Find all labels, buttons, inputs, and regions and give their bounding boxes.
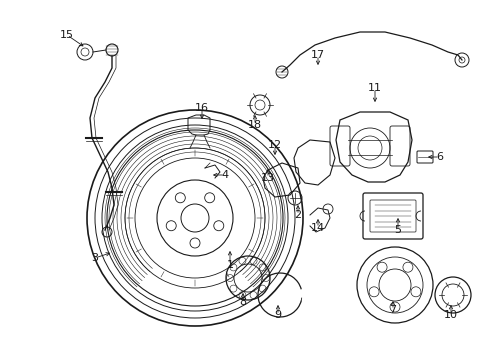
Text: 2: 2 [294,210,301,220]
Text: 11: 11 [367,83,381,93]
Text: 5: 5 [394,225,401,235]
Text: 12: 12 [267,140,282,150]
Text: 10: 10 [443,310,457,320]
Text: 7: 7 [388,305,396,315]
Text: 15: 15 [60,30,74,40]
Text: 18: 18 [247,120,262,130]
Text: 16: 16 [195,103,208,113]
Text: 1: 1 [226,260,233,270]
Text: 9: 9 [274,310,281,320]
Text: 17: 17 [310,50,325,60]
Text: 3: 3 [91,253,98,263]
Text: 8: 8 [239,297,246,307]
Text: 14: 14 [310,223,325,233]
Text: 6: 6 [436,152,443,162]
Text: 13: 13 [261,173,274,183]
Text: 4: 4 [221,170,228,180]
